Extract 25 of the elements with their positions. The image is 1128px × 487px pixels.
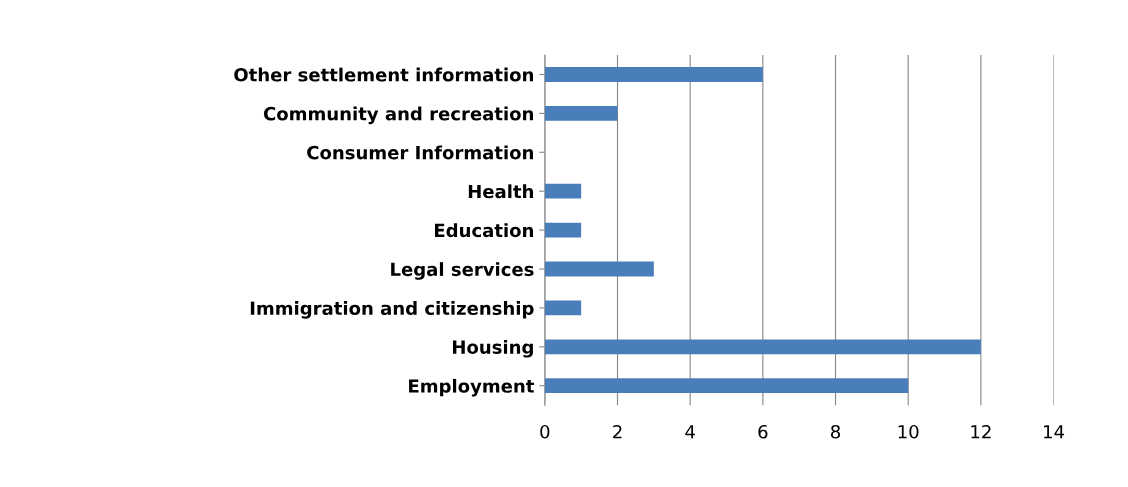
- y-tick-label: Employment: [409, 378, 534, 397]
- bar: [544, 378, 909, 394]
- x-tick-label: 14: [1044, 425, 1065, 439]
- y-tick-label: Education: [434, 223, 533, 238]
- y-tick-label: Health: [468, 184, 533, 199]
- x-tick-label: 8: [831, 424, 841, 439]
- y-tick-label: Immigration and citizenship: [250, 301, 534, 319]
- y-tick-label: Legal services: [391, 262, 534, 280]
- x-tick-label: 0: [540, 424, 550, 439]
- bar: [544, 261, 654, 277]
- x-tick-label: 12: [971, 424, 991, 439]
- y-tick-label: Community and recreation: [263, 106, 533, 125]
- x-tick-label: 2: [613, 424, 622, 439]
- bar: [544, 222, 582, 238]
- bar: [544, 67, 763, 82]
- bar: [544, 183, 582, 199]
- y-tick-label: Consumer Information: [307, 145, 533, 160]
- y-tick-label: Other settlement information: [234, 67, 533, 82]
- bar: [544, 106, 618, 121]
- bar: [544, 300, 582, 316]
- x-tick-label: 6: [758, 424, 768, 439]
- x-tick-label: 10: [898, 424, 919, 439]
- bar: [544, 339, 981, 355]
- x-tick-label: 4: [685, 425, 695, 439]
- y-tick-label: Housing: [452, 339, 533, 358]
